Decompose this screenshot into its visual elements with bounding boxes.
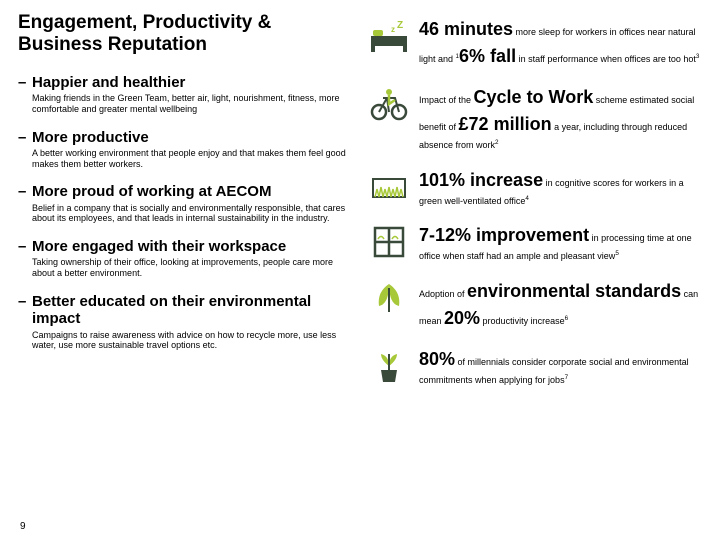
- page-title: Engagement, Productivity & Business Repu…: [18, 12, 351, 56]
- stat-text: 46 minutes more sleep for workers in off…: [419, 16, 702, 70]
- stat-text: 7-12% improvement in processing time at …: [419, 222, 702, 264]
- bullet-item: More engaged with their workspace Taking …: [18, 238, 351, 279]
- left-column: Engagement, Productivity & Business Repu…: [18, 12, 351, 532]
- sleep-icon: Zz: [369, 16, 409, 56]
- right-column: Zz46 minutes more sleep for workers in o…: [369, 12, 702, 532]
- window-icon: [369, 222, 409, 262]
- leaf-icon: [369, 278, 409, 318]
- bullet-title: More productive: [32, 129, 351, 146]
- svg-text:Z: Z: [397, 20, 403, 31]
- bullet-title: More proud of working at AECOM: [32, 183, 351, 200]
- stat-text: 101% increase in cognitive scores for wo…: [419, 167, 702, 209]
- page-number: 9: [20, 521, 26, 532]
- stat-row: 101% increase in cognitive scores for wo…: [369, 167, 702, 209]
- stat-row: Impact of the Cycle to Work scheme estim…: [369, 84, 702, 153]
- stat-text: Adoption of environmental standards can …: [419, 278, 702, 332]
- stat-row: 80% of millennials consider corporate so…: [369, 346, 702, 388]
- bullet-item: More proud of working at AECOM Belief in …: [18, 183, 351, 224]
- stat-row: 7-12% improvement in processing time at …: [369, 222, 702, 264]
- stat-row: Adoption of environmental standards can …: [369, 278, 702, 332]
- bullet-title: Happier and healthier: [32, 74, 351, 91]
- stat-text: Impact of the Cycle to Work scheme estim…: [419, 84, 702, 153]
- bullet-body: Belief in a company that is socially and…: [32, 203, 351, 225]
- plant-icon: [369, 346, 409, 386]
- bullet-body: Taking ownership of their office, lookin…: [32, 257, 351, 279]
- bullet-title: Better educated on their environmental i…: [32, 293, 351, 328]
- bullet-item: More productive A better working environm…: [18, 129, 351, 170]
- bike-icon: [369, 84, 409, 124]
- bullet-body: A better working environment that people…: [32, 148, 351, 170]
- bullet-body: Making friends in the Green Team, better…: [32, 93, 351, 115]
- stat-row: Zz46 minutes more sleep for workers in o…: [369, 16, 702, 70]
- bullet-body: Campaigns to raise awareness with advice…: [32, 330, 351, 352]
- bullet-title: More engaged with their workspace: [32, 238, 351, 255]
- stat-text: 80% of millennials consider corporate so…: [419, 346, 702, 388]
- bullet-item: Happier and healthier Making friends in t…: [18, 74, 351, 115]
- svg-text:z: z: [391, 25, 395, 34]
- bullet-item: Better educated on their environmental i…: [18, 293, 351, 351]
- grass-icon: [369, 167, 409, 207]
